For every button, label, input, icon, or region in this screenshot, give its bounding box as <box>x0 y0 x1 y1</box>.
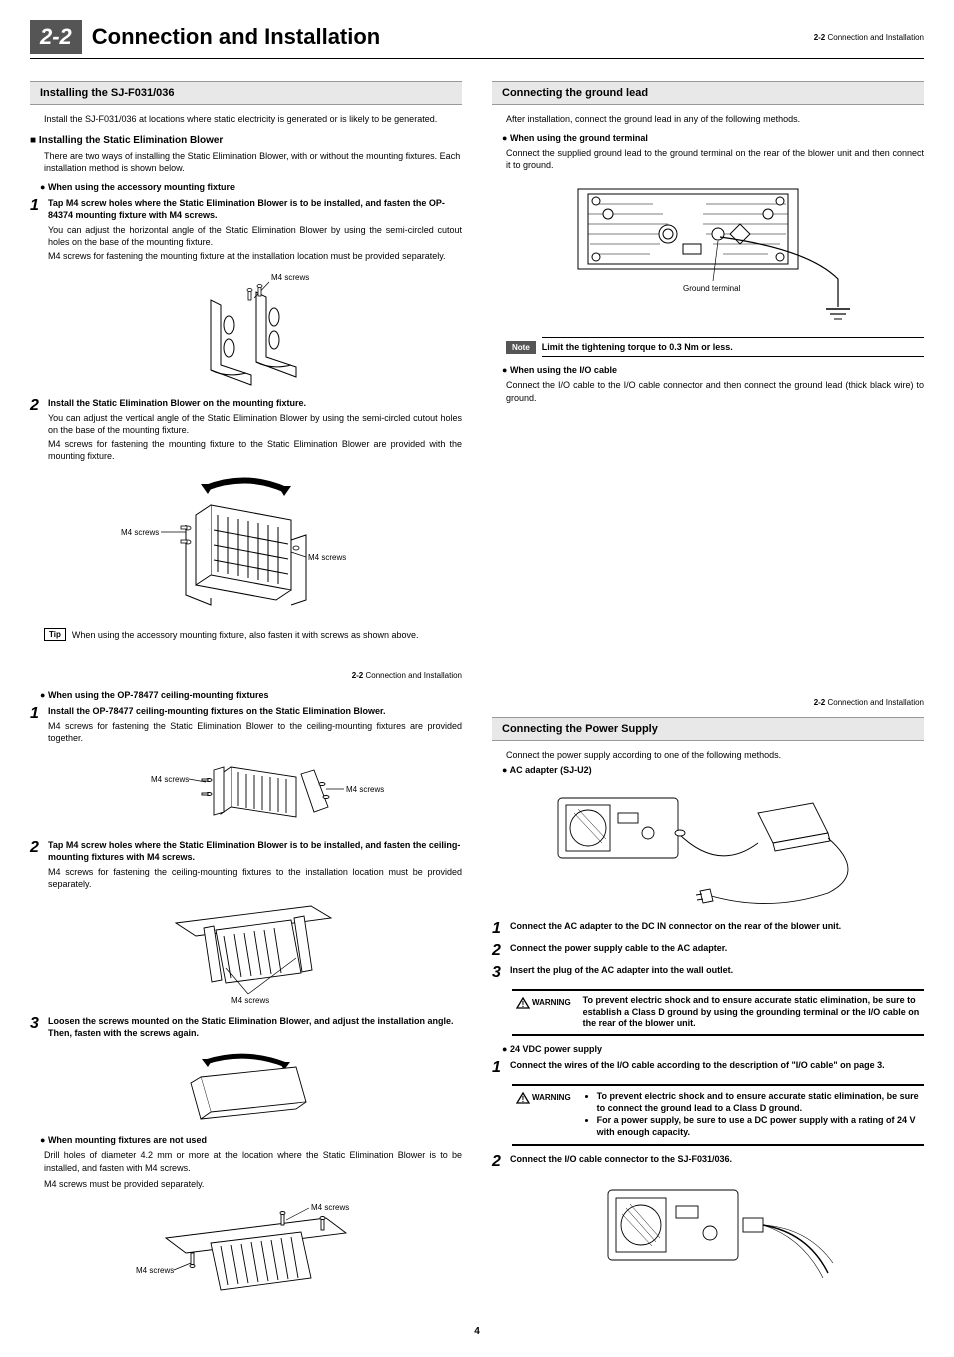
page-break-left: 2-2 Connection and Installation <box>30 671 462 680</box>
pb-right-label: Connection and Installation <box>827 698 924 707</box>
sub-install-blower-text: There are two ways of installing the Sta… <box>44 150 462 174</box>
svg-text:Ground terminal: Ground terminal <box>683 284 741 293</box>
step-2-title: Install the Static Elimination Blower on… <box>48 398 462 410</box>
warning-2-li1: To prevent electric shock and to ensure … <box>597 1091 924 1114</box>
note-row-torque: Note Limit the tightening torque to 0.3 … <box>506 337 924 357</box>
ground-intro: After installation, connect the ground l… <box>506 113 924 125</box>
section-power: Connecting the Power Supply <box>492 717 924 741</box>
bullet-24vdc: 24 VDC power supply <box>502 1044 924 1054</box>
dc-step-2: 2 Connect the I/O cable connector to the… <box>492 1154 924 1170</box>
figure-ceiling-3 <box>30 1047 462 1127</box>
pb-right-num: 2-2 <box>814 698 826 707</box>
step-2: 2 Install the Static Elimination Blower … <box>30 398 462 462</box>
svg-text:M4 screws: M4 screws <box>231 996 269 1005</box>
warning-badge-1: ! WARNING <box>512 995 575 1011</box>
bullet-ac-adapter: AC adapter (SJ-U2) <box>502 765 924 775</box>
figure-ceiling-2: M4 screws <box>30 898 462 1008</box>
ac-step-2-title: Connect the power supply cable to the AC… <box>510 943 924 955</box>
ac-step-3-title: Insert the plug of the AC adapter into t… <box>510 965 924 977</box>
no-fixture-text1: Drill holes of diameter 4.2 mm or more a… <box>44 1149 462 1173</box>
ac-step-1: 1 Connect the AC adapter to the DC IN co… <box>492 921 924 937</box>
warning-1-text: To prevent electric shock and to ensure … <box>583 995 924 1030</box>
page-number: 4 <box>30 1326 924 1337</box>
note-badge: Note <box>506 341 536 354</box>
ceiling-step-1-desc: M4 screws for fastening the Static Elimi… <box>48 720 462 744</box>
header-breadcrumb: 2-2 Connection and Installation <box>814 33 924 42</box>
svg-text:M4 screws: M4 screws <box>271 273 309 282</box>
section-installing: Installing the SJ-F031/036 <box>30 81 462 105</box>
svg-text:M4 screws: M4 screws <box>151 775 189 784</box>
figure-no-fixture: M4 screws M4 screws <box>30 1198 462 1298</box>
chapter-number: 2-2 <box>30 20 82 54</box>
dc-step-1-title: Connect the wires of the I/O cable accor… <box>510 1060 924 1072</box>
tip-badge: Tip <box>44 628 66 641</box>
tip-text: When using the accessory mounting fixtur… <box>72 630 419 640</box>
power-intro: Connect the power supply according to on… <box>506 749 924 761</box>
svg-text:M4 screws: M4 screws <box>121 528 159 537</box>
bullet-ground-terminal: When using the ground terminal <box>502 133 924 143</box>
dc-step-1: 1 Connect the wires of the I/O cable acc… <box>492 1060 924 1076</box>
no-fixture-text2: M4 screws must be provided separately. <box>44 1178 462 1190</box>
svg-text:M4 screws: M4 screws <box>308 553 346 562</box>
sub-install-blower: Installing the Static Elimination Blower <box>30 135 462 146</box>
ceiling-step-1-title: Install the OP-78477 ceiling-mounting fi… <box>48 706 462 718</box>
step-2-desc1: You can adjust the vertical angle of the… <box>48 412 462 436</box>
figure-ac-adapter <box>492 783 924 913</box>
note-text: Limit the tightening torque to 0.3 Nm or… <box>542 337 924 357</box>
step-1-desc1: You can adjust the horizontal angle of t… <box>48 224 462 248</box>
ceiling-step-1: 1 Install the OP-78477 ceiling-mounting … <box>30 706 462 744</box>
svg-text:M4 screws: M4 screws <box>136 1266 174 1275</box>
section-ground: Connecting the ground lead <box>492 81 924 105</box>
chapter-header: 2-2 Connection and Installation 2-2 Conn… <box>30 20 924 59</box>
pb-left-label: Connection and Installation <box>365 671 462 680</box>
ceiling-step-3: 3 Loosen the screws mounted on the Stati… <box>30 1016 462 1039</box>
figure-bracket: M4 screws <box>30 270 462 390</box>
svg-text:M4 screws: M4 screws <box>311 1203 349 1212</box>
warning-2: ! WARNING To prevent electric shock and … <box>512 1084 924 1146</box>
step-2-desc2: M4 screws for fastening the mounting fix… <box>48 438 462 462</box>
ceiling-step-2-desc: M4 screws for fastening the ceiling-moun… <box>48 866 462 890</box>
install-intro: Install the SJ-F031/036 at locations whe… <box>44 113 462 125</box>
io-cable-text: Connect the I/O cable to the I/O cable c… <box>506 379 924 403</box>
bullet-accessory-fixture: When using the accessory mounting fixtur… <box>40 182 462 192</box>
header-breadcrumb-label: Connection and Installation <box>827 33 924 42</box>
tip-row: Tip When using the accessory mounting fi… <box>44 628 462 641</box>
step-1: 1 Tap M4 screw holes where the Static El… <box>30 198 462 262</box>
header-breadcrumb-num: 2-2 <box>814 33 826 42</box>
bullet-io-cable: When using the I/O cable <box>502 365 924 375</box>
step-1-title: Tap M4 screw holes where the Static Elim… <box>48 198 462 221</box>
ground-terminal-text: Connect the supplied ground lead to the … <box>506 147 924 171</box>
warning-badge-2: ! WARNING <box>512 1090 575 1106</box>
svg-text:!: ! <box>522 1095 525 1104</box>
svg-text:M4 screws: M4 screws <box>346 785 384 794</box>
right-column: Connecting the ground lead After install… <box>492 71 924 1306</box>
ac-step-2: 2 Connect the power supply cable to the … <box>492 943 924 959</box>
step-2-num: 2 <box>30 398 48 462</box>
svg-text:!: ! <box>522 1000 525 1009</box>
figure-blower-on-bracket: M4 screws M4 screws <box>30 470 462 620</box>
bullet-no-fixture: When mounting fixtures are not used <box>40 1135 462 1145</box>
warning-2-li2: For a power supply, be sure to use a DC … <box>597 1115 924 1138</box>
ceiling-step-2: 2 Tap M4 screw holes where the Static El… <box>30 840 462 890</box>
left-column: Installing the SJ-F031/036 Install the S… <box>30 71 462 1306</box>
page-break-right: 2-2 Connection and Installation <box>492 698 924 707</box>
pb-left-num: 2-2 <box>352 671 364 680</box>
dc-step-2-title: Connect the I/O cable connector to the S… <box>510 1154 924 1166</box>
figure-ceiling-1: M4 screws M4 screws <box>30 752 462 832</box>
ceiling-step-3-title: Loosen the screws mounted on the Static … <box>48 1016 462 1039</box>
warning-2-text: To prevent electric shock and to ensure … <box>583 1090 924 1140</box>
warning-label-2: WARNING <box>532 1093 571 1102</box>
figure-io-connect <box>492 1178 924 1288</box>
bullet-ceiling-fixture: When using the OP-78477 ceiling-mounting… <box>40 690 462 700</box>
ac-step-1-title: Connect the AC adapter to the DC IN conn… <box>510 921 924 933</box>
warning-1: ! WARNING To prevent electric shock and … <box>512 989 924 1036</box>
step-1-desc2: M4 screws for fastening the mounting fix… <box>48 250 462 262</box>
ceiling-step-2-title: Tap M4 screw holes where the Static Elim… <box>48 840 462 863</box>
ac-step-3: 3 Insert the plug of the AC adapter into… <box>492 965 924 981</box>
figure-ground-terminal: Ground terminal <box>492 179 924 329</box>
step-1-num: 1 <box>30 198 48 262</box>
warning-label-1: WARNING <box>532 998 571 1007</box>
chapter-title: Connection and Installation <box>92 24 380 50</box>
